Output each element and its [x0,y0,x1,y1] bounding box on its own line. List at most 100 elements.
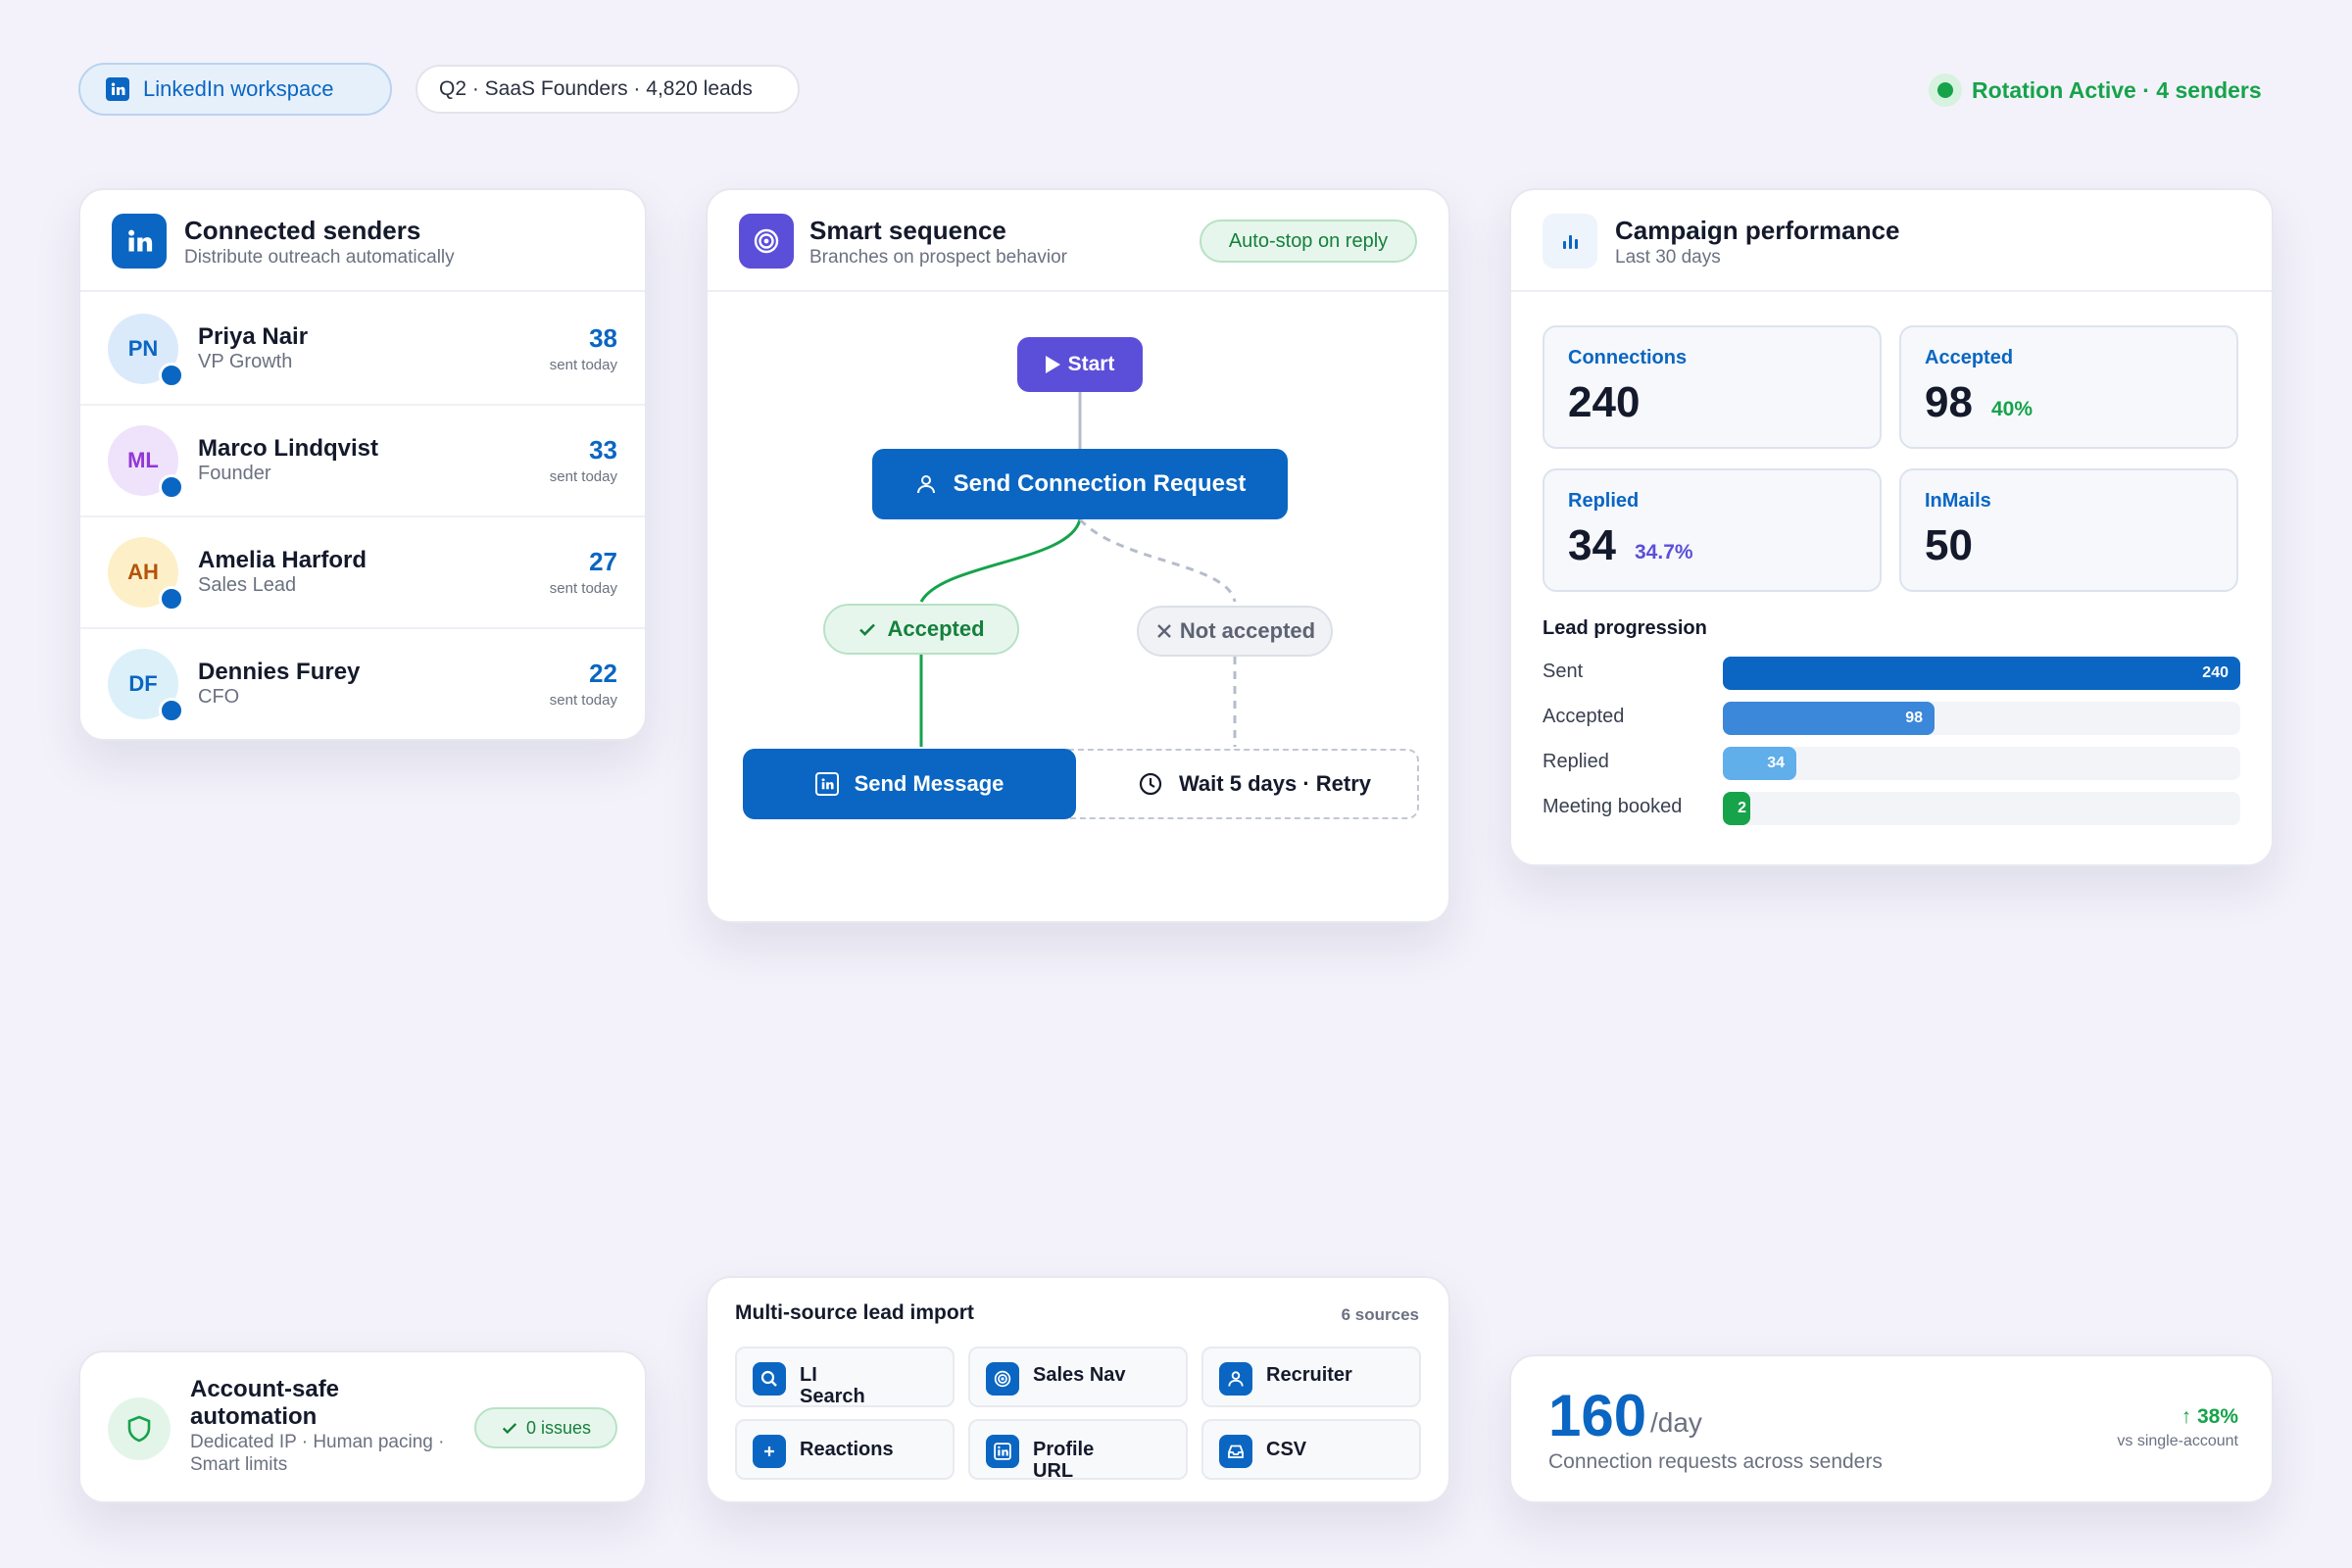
clock-icon [1138,771,1163,797]
workspace-pill[interactable]: LinkedIn workspace [78,63,392,116]
metric-inmails[interactable]: InMails 50 [1899,468,2238,592]
rate-card: 160 /day Connection requests across send… [1509,1354,2274,1503]
avatar: DF [108,649,184,723]
rate-caption: Connection requests across senders [1548,1450,1883,1473]
bar-track: 34 [1723,747,2240,780]
avatar: AH [108,537,184,612]
sender-count-caption: sent today [549,692,617,709]
auto-stop-badge[interactable]: Auto-stop on reply [1200,220,1417,263]
sender-name: Marco Lindqvist [198,435,379,462]
rate-value: 160 [1548,1383,1647,1448]
sequence-subtitle: Branches on prospect behavior [809,247,1067,268]
import-card: Multi-source lead import 6 sources LI Se… [706,1276,1450,1503]
close-icon [1154,621,1174,641]
user-icon [1219,1362,1252,1396]
bar-label: Accepted [1543,706,1625,727]
sender-role: VP Growth [198,351,293,372]
performance-card: Campaign performance Last 30 days Connec… [1509,188,2274,866]
avatar: PN [108,314,184,388]
sender-row[interactable]: AH Amelia Harford Sales Lead 27 sent tod… [80,517,645,629]
linkedin-icon [986,1435,1019,1468]
linkedin-icon [814,772,839,796]
sender-row[interactable]: DF Dennies Furey CFO 22 sent today [80,629,645,739]
source-csv[interactable]: CSV [1201,1419,1421,1480]
sender-count: 22 [589,659,617,688]
bar-track: 240 [1723,657,2240,690]
senders-card: Connected senders Distribute outreach au… [78,188,647,741]
source-recruiter[interactable]: Recruiter [1201,1347,1421,1407]
rate-delta-caption: vs single-account [2117,1433,2238,1449]
wait-retry-node[interactable]: Wait 5 days · Retry [1056,749,1419,819]
bar-track: 2 [1723,792,2240,825]
user-icon [914,472,938,496]
source-li-search[interactable]: LI Search [735,1347,955,1407]
connect-node[interactable]: Send Connection Request [872,449,1288,519]
rate-delta: ↑ 38% [2180,1405,2238,1428]
not-accepted-branch[interactable]: Not accepted [1137,606,1333,657]
accepted-pct: 40% [1991,398,2034,420]
senders-subtitle: Distribute outreach automatically [184,247,455,268]
accepted-branch[interactable]: Accepted [823,604,1019,655]
issues-badge[interactable]: 0 issues [474,1407,617,1448]
status-dot-icon [1929,74,1962,107]
bar-accepted: 98 [1723,702,1935,735]
inbox-icon [1219,1435,1252,1468]
sequence-card: Smart sequence Branches on prospect beha… [706,188,1450,923]
shield-icon [108,1397,171,1460]
performance-title: Campaign performance [1615,216,1900,245]
start-node[interactable]: Start [1017,337,1143,392]
rotation-label: Rotation Active · 4 senders [1972,76,2262,103]
rate-unit: /day [1650,1407,1702,1438]
sender-role: Sales Lead [198,574,297,596]
sender-row[interactable]: PN Priya Nair VP Growth 38 sent today [80,294,645,406]
linkedin-badge-icon [159,698,184,723]
campaign-pill[interactable]: Q2 · SaaS Founders · 4,820 leads [416,65,800,114]
sender-count-caption: sent today [549,357,617,373]
send-message-node[interactable]: Send Message [743,749,1076,819]
sender-name: Priya Nair [198,323,309,350]
safety-title: Account-safe automation [190,1376,340,1430]
rotation-status: Rotation Active · 4 senders [1929,71,2262,110]
bar-label: Sent [1543,661,1584,682]
sender-role: CFO [198,686,240,708]
performance-header: Campaign performance Last 30 days [1511,190,2272,292]
bar-chart-icon [1543,214,1597,269]
metric-accepted[interactable]: Accepted 98 40% [1899,325,2238,449]
import-count: 6 sources [1341,1305,1419,1324]
metric-replied[interactable]: Replied 34 34.7% [1543,468,1882,592]
sender-count: 38 [589,323,617,353]
target-icon [986,1362,1019,1396]
linkedin-badge-icon [159,363,184,388]
sender-count-caption: sent today [549,580,617,597]
metric-connections[interactable]: Connections 240 [1543,325,1882,449]
safety-card: Account-safe automation Dedicated IP · H… [78,1350,647,1503]
sender-name: Dennies Furey [198,659,361,685]
bar-track: 98 [1723,702,2240,735]
progression-title: Lead progression [1543,617,1707,639]
safety-description: Dedicated IP · Human pacing · Smart limi… [190,1432,445,1475]
target-icon [739,214,794,269]
source-profile-url[interactable]: Profile URL [968,1419,1188,1482]
linkedin-badge-icon [159,474,184,500]
linkedin-icon [106,77,129,101]
replied-pct: 34.7% [1635,541,1693,564]
bar-label: Meeting booked [1543,796,1683,817]
flow-connectors [919,392,1237,747]
avatar: ML [108,425,184,500]
play-icon [1045,356,1060,373]
campaign-label: Q2 · SaaS Founders · 4,820 leads [439,77,753,100]
plus-icon [753,1435,786,1468]
bar-sent: 240 [1723,657,2240,690]
source-reactions[interactable]: Reactions [735,1419,955,1480]
search-icon [753,1362,786,1396]
sender-row[interactable]: ML Marco Lindqvist Founder 33 sent today [80,406,645,517]
bar-label: Replied [1543,751,1609,772]
sender-count: 33 [589,435,617,465]
check-icon [501,1419,518,1437]
workspace-label: LinkedIn workspace [143,76,334,101]
source-sales-nav[interactable]: Sales Nav [968,1347,1188,1407]
sequence-title: Smart sequence [809,216,1006,245]
sequence-header: Smart sequence Branches on prospect beha… [708,190,1448,292]
senders-header: Connected senders Distribute outreach au… [80,190,645,292]
sender-name: Amelia Harford [198,547,368,573]
